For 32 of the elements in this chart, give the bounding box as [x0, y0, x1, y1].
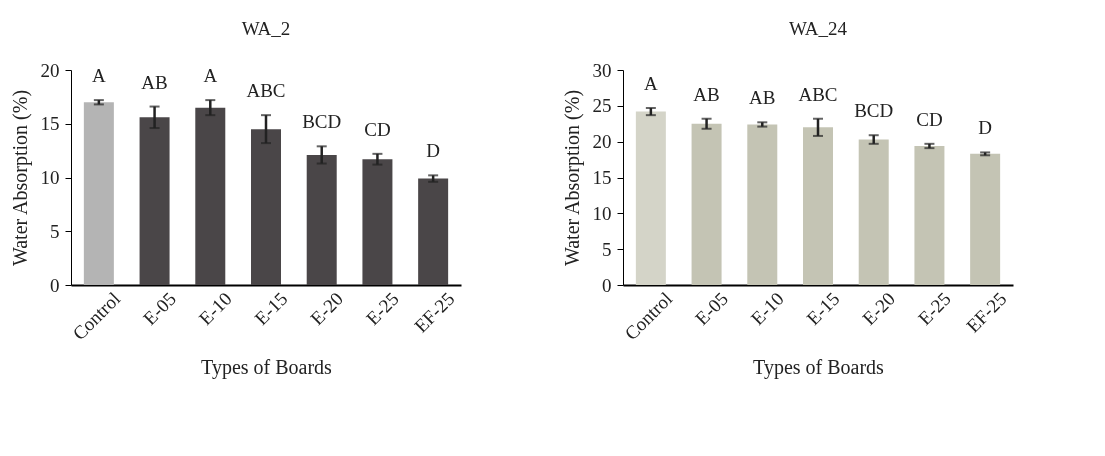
- data-label: CD: [916, 108, 943, 130]
- y-axis-title: Water Absorption (%): [8, 89, 32, 267]
- chart-title: WA_24: [788, 18, 848, 39]
- y-tick-label: 15: [40, 113, 60, 135]
- x-axis-title: Types of Boards: [753, 355, 885, 379]
- data-label: A: [91, 65, 106, 87]
- data-label: A: [203, 65, 218, 87]
- data-label: AB: [749, 87, 776, 109]
- y-tick-label: 5: [50, 220, 60, 242]
- data-label: ABC: [798, 83, 838, 105]
- data-label: ABC: [246, 80, 286, 102]
- data-label: D: [978, 117, 993, 139]
- y-tick-label: 25: [592, 95, 612, 117]
- x-axis-title: Types of Boards: [201, 355, 333, 379]
- data-label: CD: [364, 118, 391, 140]
- y-tick-label: 0: [602, 274, 612, 296]
- y-tick-label: 10: [40, 167, 60, 188]
- y-tick-label: 20: [592, 131, 612, 153]
- y-tick-label: 5: [602, 238, 612, 260]
- y-tick-label: 15: [592, 167, 612, 188]
- y-tick-label: 0: [50, 274, 60, 296]
- y-tick-label: 10: [592, 202, 612, 224]
- data-label: A: [643, 72, 658, 94]
- chart-title: WA_2: [241, 18, 291, 39]
- y-tick-label: 30: [592, 59, 612, 81]
- data-label: D: [426, 140, 441, 162]
- y-axis-title: Water Absorption (%): [560, 89, 584, 267]
- data-label: AB: [693, 83, 720, 105]
- y-tick-label: 20: [40, 59, 60, 81]
- data-label: AB: [141, 71, 168, 93]
- data-label: BCD: [302, 111, 342, 133]
- data-label: BCD: [854, 100, 894, 122]
